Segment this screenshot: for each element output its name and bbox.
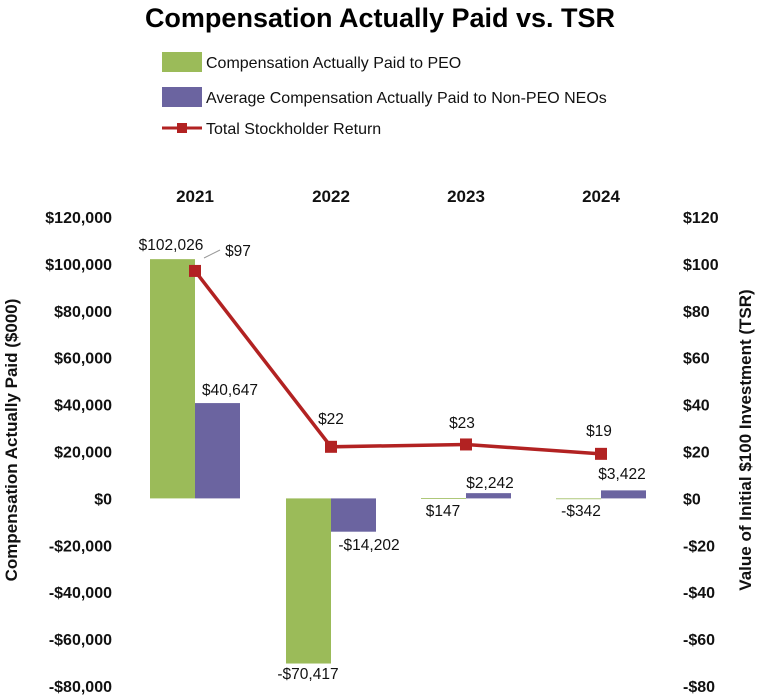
tsr-marker — [595, 447, 607, 460]
y-right-tick-label: -$80 — [683, 679, 715, 696]
y-right-tick-label: -$20 — [683, 538, 715, 555]
data-label-tsr: $23 — [449, 415, 475, 432]
bar-neo — [466, 493, 511, 499]
category-labels: 2021 2022 2023 2024 — [176, 187, 620, 206]
data-label-neo: -$14,202 — [338, 537, 399, 554]
y-left-tick-label: $0 — [94, 491, 112, 508]
bar-peo — [556, 498, 601, 500]
y-left-tick-label: $100,000 — [45, 257, 112, 274]
y-right-tick-label: -$40 — [683, 585, 715, 602]
data-label-peo: -$342 — [561, 503, 601, 520]
legend: Compensation Actually Paid to PEO Averag… — [162, 52, 607, 138]
bar-peo — [286, 498, 331, 664]
chart-title: Compensation Actually Paid vs. TSR — [145, 3, 615, 33]
data-label-neo: $3,422 — [598, 466, 645, 483]
y-left-tick-label: $120,000 — [45, 210, 112, 227]
y-right-tick-label: $0 — [683, 491, 701, 508]
bar-peo — [421, 498, 466, 499]
y-right-tick-label: $120 — [683, 210, 719, 227]
y-right-ticks: $120 $100 $80 $60 $40 $20 $0 -$20 -$40 -$60 -$80 — [683, 210, 719, 696]
bars — [150, 259, 646, 664]
y-left-tick-label: $40,000 — [54, 398, 112, 415]
category-label: 2023 — [447, 187, 485, 206]
data-labels: $102,026 -$70,417 $147 -$342 $40,647 -$14,202… — [139, 237, 646, 683]
y-left-tick-label: -$40,000 — [49, 585, 112, 602]
category-label: 2021 — [176, 187, 214, 206]
legend-label-neo: Average Compensation Actually Paid to No… — [206, 90, 607, 107]
y-left-tick-label: $60,000 — [54, 351, 112, 368]
y-left-axis-title: Compensation Actually Paid ($000) — [2, 299, 21, 582]
data-label-leader-line — [203, 249, 221, 259]
data-label-tsr: $19 — [586, 423, 612, 440]
y-right-tick-label: $80 — [683, 304, 710, 321]
tsr-line-path — [193, 269, 602, 456]
data-label-neo: $40,647 — [202, 382, 258, 399]
legend-label-tsr: Total Stockholder Return — [206, 121, 381, 138]
y-right-tick-label: $100 — [683, 257, 719, 274]
category-label: 2024 — [582, 187, 620, 206]
y-left-tick-label: $20,000 — [54, 445, 112, 462]
tsr-marker — [189, 264, 201, 277]
legend-marker-tsr — [177, 123, 187, 133]
y-left-tick-label: -$60,000 — [49, 632, 112, 649]
tsr-marker — [460, 438, 472, 451]
legend-label-peo: Compensation Actually Paid to PEO — [206, 55, 461, 72]
legend-swatch-neo — [162, 87, 202, 107]
y-right-tick-label: -$60 — [683, 632, 715, 649]
data-label-peo: $102,026 — [139, 237, 204, 254]
y-left-tick-label: $80,000 — [54, 304, 112, 321]
data-label-tsr: $97 — [225, 243, 251, 260]
y-right-axis-title: Value of Initial $100 Investment (TSR) — [736, 289, 755, 590]
bar-neo — [331, 498, 376, 532]
y-left-ticks: $120,000 $100,000 $80,000 $60,000 $40,000 $20… — [45, 210, 112, 696]
tsr-marker — [325, 440, 337, 453]
bar-neo — [601, 490, 646, 499]
y-right-tick-label: $60 — [683, 351, 710, 368]
y-right-tick-label: $40 — [683, 398, 710, 415]
category-label: 2022 — [312, 187, 350, 206]
legend-swatch-peo — [162, 52, 202, 72]
bar-peo — [150, 259, 195, 499]
y-left-tick-label: -$80,000 — [49, 679, 112, 696]
y-left-tick-label: -$20,000 — [49, 538, 112, 555]
data-label-peo: -$70,417 — [277, 666, 338, 683]
data-label-neo: $2,242 — [466, 475, 513, 492]
data-label-tsr: $22 — [318, 411, 344, 428]
tsr-series — [189, 264, 607, 460]
bar-neo — [195, 403, 240, 499]
data-label-peo: $147 — [426, 503, 460, 520]
y-right-tick-label: $20 — [683, 445, 710, 462]
